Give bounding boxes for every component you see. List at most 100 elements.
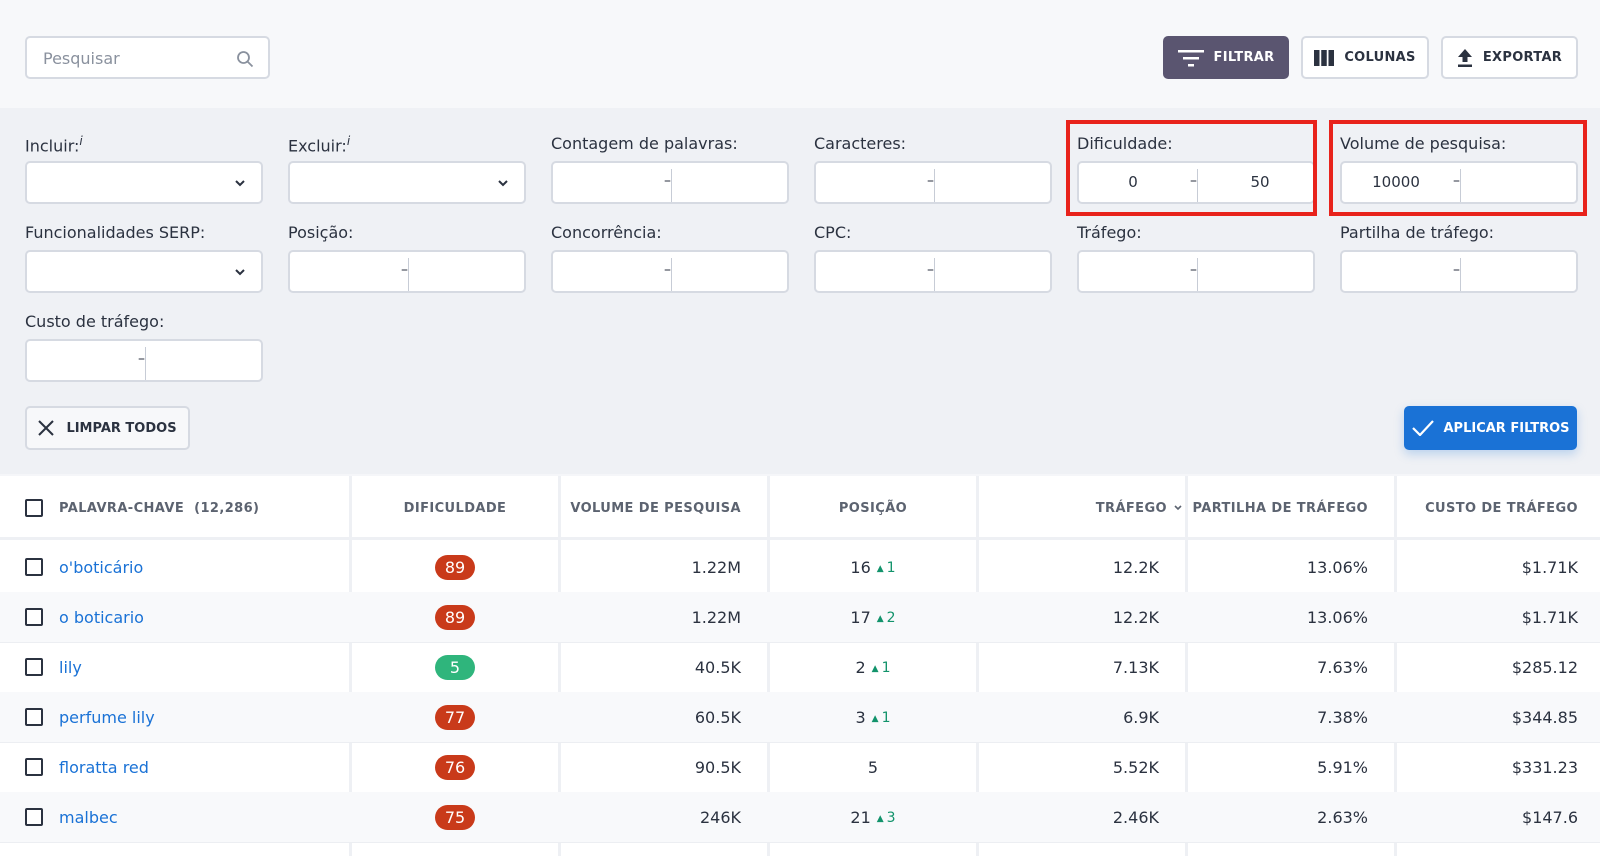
table-row[interactable]: perfume lily 77 60.5K 3 ▲ 1 6.9K 7.38% $344.85 (0, 692, 1600, 743)
word-count-range[interactable]: – (551, 161, 789, 204)
trend-up-icon: ▲ (876, 813, 884, 824)
columns-button[interactable]: COLUNAS (1301, 36, 1429, 79)
info-icon: i (346, 134, 351, 148)
row-checkbox[interactable] (25, 708, 43, 726)
export-button[interactable]: EXPORTAR (1441, 36, 1578, 79)
position-change-value: 1 (881, 709, 891, 726)
traffic-cell: 5.52K (1112, 758, 1159, 777)
traffic-share-cell: 7.63% (1317, 658, 1368, 677)
competition-range[interactable]: – (551, 250, 789, 293)
traffic-cost-column-header[interactable]: CUSTO DE TRÁFEGO (1425, 500, 1578, 516)
volume-cell: 90.5K (694, 758, 741, 777)
row-checkbox[interactable] (25, 758, 43, 776)
select-all-checkbox[interactable] (25, 499, 43, 517)
column-divider (1185, 476, 1188, 856)
difficulty-badge: 89 (435, 555, 475, 580)
traffic-share-filter-label: Partilha de tráfego: (1340, 223, 1495, 242)
table-row[interactable]: floratta red 76 90.5K 5 5.52K 5.91% $331.23 (0, 742, 1600, 793)
volume-cell: 60.5K (694, 708, 741, 727)
row-checkbox[interactable] (25, 808, 43, 826)
keyword-column-header[interactable]: PALAVRA-CHAVE (12,286) (59, 476, 259, 540)
apply-filters-button[interactable]: APLICAR FILTROS (1404, 406, 1577, 450)
trend-up-icon: ▲ (876, 613, 884, 624)
column-divider (558, 476, 561, 856)
difficulty-min-input[interactable]: 0 (1128, 173, 1138, 191)
keyword-link[interactable]: malbec (59, 808, 118, 827)
position-value: 3 (855, 708, 866, 727)
position-cell: 21 ▲ 3 (770, 792, 976, 843)
traffic-share-cell: 13.06% (1306, 608, 1368, 627)
filter-button[interactable]: FILTRAR (1163, 36, 1289, 79)
range-divider (1196, 252, 1198, 291)
row-checkbox[interactable] (25, 608, 43, 626)
search-volume-range[interactable]: 10000 – (1340, 161, 1578, 204)
volume-column-header[interactable]: VOLUME DE PESQUISA (570, 500, 741, 516)
search-input[interactable]: Pesquisar (25, 36, 270, 79)
traffic-cost-range[interactable]: – (25, 339, 263, 382)
table-row[interactable]: o boticario 89 1.22M 17 ▲ 2 12.2K 13.06% $1.71K (0, 592, 1600, 643)
filter-icon (1177, 49, 1204, 66)
range-dash: – (1453, 262, 1460, 278)
table-row[interactable]: malbec 75 246K 21 ▲ 3 2.46K 2.63% $147.6 (0, 792, 1600, 843)
keyword-link[interactable]: o boticario (59, 608, 144, 627)
position-cell: 3 ▲ 1 (770, 692, 976, 743)
traffic-range[interactable]: – (1077, 250, 1315, 293)
search-icon (237, 51, 254, 68)
traffic-share-cell: 2.63% (1317, 808, 1368, 827)
difficulty-highlight-box (1066, 120, 1317, 216)
row-checkbox[interactable] (25, 558, 43, 576)
traffic-cell: 12.2K (1112, 558, 1159, 577)
range-divider (1459, 163, 1461, 202)
range-divider (670, 163, 672, 202)
export-button-label: EXPORTAR (1482, 50, 1563, 65)
position-range[interactable]: – (288, 250, 526, 293)
position-column-header[interactable]: POSIÇÃO (838, 500, 908, 516)
keyword-link[interactable]: perfume lily (59, 708, 155, 727)
range-dash: – (927, 262, 934, 278)
position-filter-label: Posição: (288, 223, 354, 242)
serp-features-select[interactable] (25, 250, 263, 293)
clear-all-button[interactable]: LIMPAR TODOS (25, 406, 190, 450)
info-icon: i (79, 134, 83, 148)
difficulty-column-header[interactable]: DIFICULDADE (403, 500, 507, 516)
traffic-share-column-header[interactable]: PARTILHA DE TRÁFEGO (1192, 500, 1368, 516)
clear-all-label: LIMPAR TODOS (66, 420, 177, 436)
table-row[interactable]: o'boticário 89 1.22M 16 ▲ 1 12.2K 13.06% $1.71K (0, 542, 1600, 593)
exclude-select[interactable] (288, 161, 526, 204)
traffic-share-range[interactable]: – (1340, 250, 1578, 293)
keyword-link[interactable]: lily (59, 658, 82, 677)
traffic-cell: 12.2K (1112, 608, 1159, 627)
traffic-filter-label: Tráfego: (1077, 223, 1142, 242)
position-change-value: 3 (886, 809, 896, 826)
range-divider (407, 252, 409, 291)
traffic-cost-cell: $331.23 (1511, 758, 1578, 777)
top-toolbar: Pesquisar FILTRAR COLUNAS EXPORTAR (0, 0, 1600, 108)
position-change: ▲ 2 (877, 610, 896, 626)
traffic-column-header[interactable]: TRÁFEGO (979, 476, 1183, 540)
search-volume-min-input[interactable]: 10000 (1372, 173, 1420, 191)
traffic-cost-filter-label: Custo de tráfego: (25, 312, 165, 331)
difficulty-badge: 76 (435, 755, 475, 780)
include-select[interactable] (25, 161, 263, 204)
range-dash: – (927, 173, 934, 189)
chevron-down-icon (498, 180, 508, 187)
volume-cell: 1.22M (691, 608, 741, 627)
position-cell: 2 ▲ 1 (770, 642, 976, 693)
traffic-share-cell: 5.91% (1317, 758, 1368, 777)
keyword-link[interactable]: o'boticário (59, 558, 144, 577)
characters-range[interactable]: – (814, 161, 1052, 204)
word-count-filter-label: Contagem de palavras: (551, 134, 738, 153)
search-placeholder: Pesquisar (43, 49, 120, 68)
difficulty-badge: 89 (435, 605, 475, 630)
search-volume-filter-label: Volume de pesquisa: (1340, 134, 1507, 153)
range-divider (144, 341, 146, 380)
traffic-share-cell: 7.38% (1317, 708, 1368, 727)
keyword-link[interactable]: floratta red (59, 758, 149, 777)
row-checkbox[interactable] (25, 658, 43, 676)
difficulty-max-input[interactable]: 50 (1250, 173, 1270, 191)
columns-icon (1314, 49, 1335, 66)
cpc-range[interactable]: – (814, 250, 1052, 293)
traffic-cost-cell: $285.12 (1511, 658, 1578, 677)
difficulty-range[interactable]: 0 – 50 (1077, 161, 1315, 204)
table-row[interactable]: lily 5 40.5K 2 ▲ 1 7.13K 7.63% $285.12 (0, 642, 1600, 693)
